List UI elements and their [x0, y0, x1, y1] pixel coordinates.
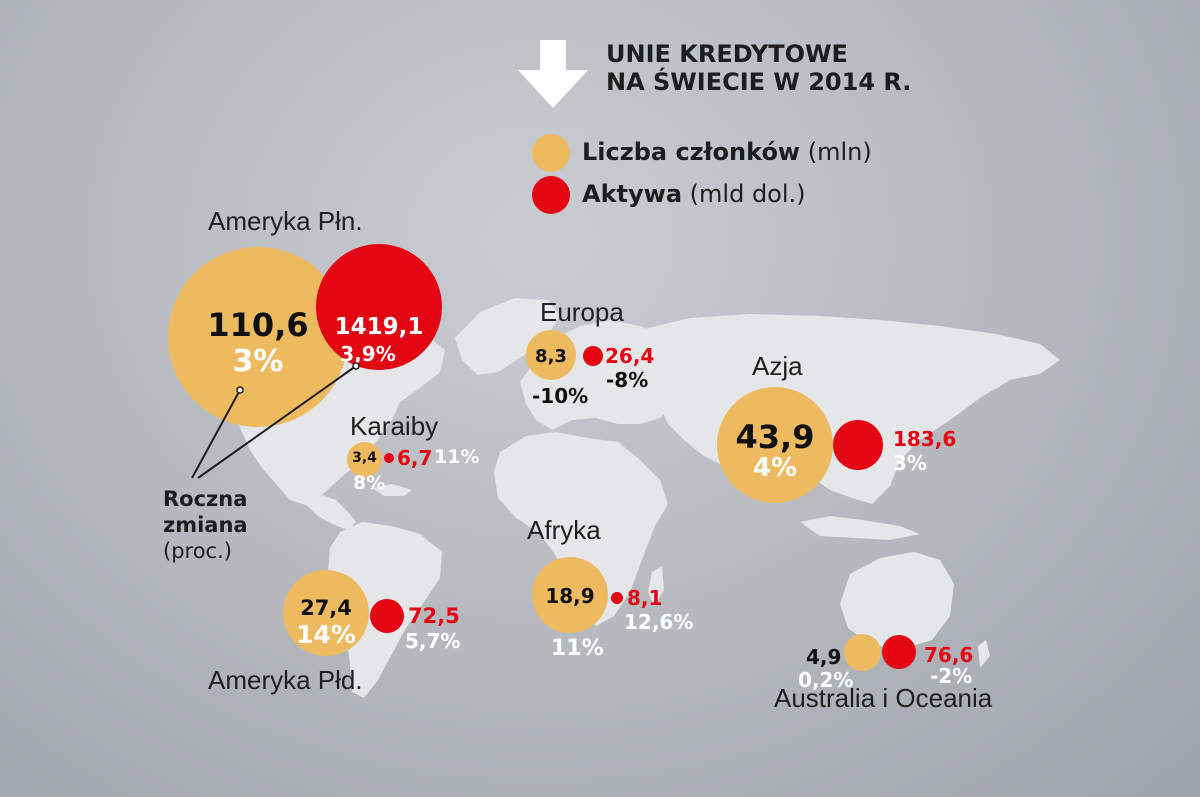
legend-members: Liczba członków (mln) [532, 134, 872, 172]
asia-shape [640, 314, 1060, 504]
title-line-2: NA ŚWIECIE W 2014 R. [606, 68, 912, 96]
new-zealand-shape [978, 640, 990, 668]
legend-members-unit: (mln) [807, 138, 872, 166]
members-change-europe: -10% [532, 384, 589, 408]
members-bubble-asia [717, 387, 833, 503]
legend-assets-swatch [532, 176, 570, 214]
annotation-label: Roczna zmiana (proc.) [163, 486, 248, 564]
members-bubble-caribbean [347, 442, 382, 477]
members-change-south-america: 14% [296, 620, 356, 649]
chart-title: UNIE KREDYTOWE NA ŚWIECIE W 2014 R. [606, 40, 966, 96]
legend-assets-unit: (mld dol.) [689, 180, 806, 208]
assets-value-oceania: 76,6 [924, 643, 974, 667]
assets-value-europe: 26,4 [605, 344, 655, 368]
annotation-line-1: Roczna [163, 487, 248, 511]
assets-value-caribbean: 6,7 [397, 446, 433, 470]
members-change-asia: 4% [752, 453, 798, 483]
members-value-north-america: 110,6 [207, 306, 309, 344]
japan-shape [890, 400, 912, 444]
annotation-line-2: zmiana [163, 513, 248, 537]
assets-bubble-africa [611, 592, 623, 604]
assets-bubble-south-america [370, 599, 404, 633]
assets-change-north-america: 3,9% [340, 342, 396, 366]
arrow-down-icon [518, 40, 588, 108]
region-label-north-america: Ameryka Płn. [208, 206, 363, 236]
members-value-europe: 8,3 [535, 346, 567, 367]
region-label-africa: Afryka [527, 515, 601, 545]
members-change-oceania: 0,2% [798, 668, 854, 692]
members-change-africa: 11% [551, 636, 604, 661]
region-label-europe: Europa [540, 297, 624, 327]
region-label-asia: Azja [752, 351, 803, 381]
region-label-oceania: Australia i Oceania [774, 683, 993, 713]
members-bubble-africa [532, 557, 608, 633]
assets-bubble-europe [583, 346, 603, 366]
assets-value-africa: 8,1 [627, 586, 663, 610]
madagascar-shape [648, 566, 664, 606]
members-bubble-south-america [283, 570, 369, 656]
assets-bubble-oceania [882, 635, 916, 669]
legend-assets-label: Aktywa [582, 180, 683, 208]
australia-shape [840, 552, 954, 650]
region-label-caribbean: Karaiby [350, 411, 439, 441]
assets-bubble-asia [833, 420, 883, 470]
annotation-line-3: (proc.) [163, 539, 232, 563]
assets-change-oceania: -2% [930, 664, 973, 688]
greenland-shape [455, 298, 560, 375]
title-line-1: UNIE KREDYTOWE [606, 40, 848, 68]
members-change-caribbean: 8% [353, 472, 386, 494]
region-label-south-america: Ameryka Płd. [208, 665, 363, 695]
legend-members-swatch [532, 134, 570, 172]
legend-members-label: Liczba członków [582, 138, 801, 166]
assets-change-asia: 3% [893, 451, 927, 475]
assets-value-asia: 183,6 [893, 427, 957, 451]
members-bubble-oceania [844, 634, 881, 671]
members-bubble-europe [526, 330, 576, 380]
members-value-caribbean: 3,4 [352, 450, 377, 466]
members-value-asia: 43,9 [735, 418, 815, 456]
caribbean-shape [372, 484, 412, 496]
members-value-south-america: 27,4 [300, 596, 352, 620]
central-america-shape [306, 495, 356, 530]
assets-bubble-caribbean [384, 453, 394, 463]
assets-change-south-america: 5,7% [405, 629, 461, 653]
assets-change-africa: 12,6% [624, 610, 694, 634]
legend-assets: Aktywa (mld dol.) [532, 176, 806, 214]
members-value-africa: 18,9 [545, 584, 595, 608]
assets-bubble-north-america [316, 244, 442, 370]
assets-change-caribbean: 11% [434, 446, 480, 468]
africa-shape [494, 432, 668, 626]
members-value-oceania: 4,9 [806, 645, 842, 669]
assets-value-north-america: 1419,1 [334, 314, 424, 340]
indonesia-shape [800, 516, 920, 540]
assets-value-south-america: 72,5 [408, 604, 460, 628]
assets-change-europe: -8% [606, 368, 649, 392]
